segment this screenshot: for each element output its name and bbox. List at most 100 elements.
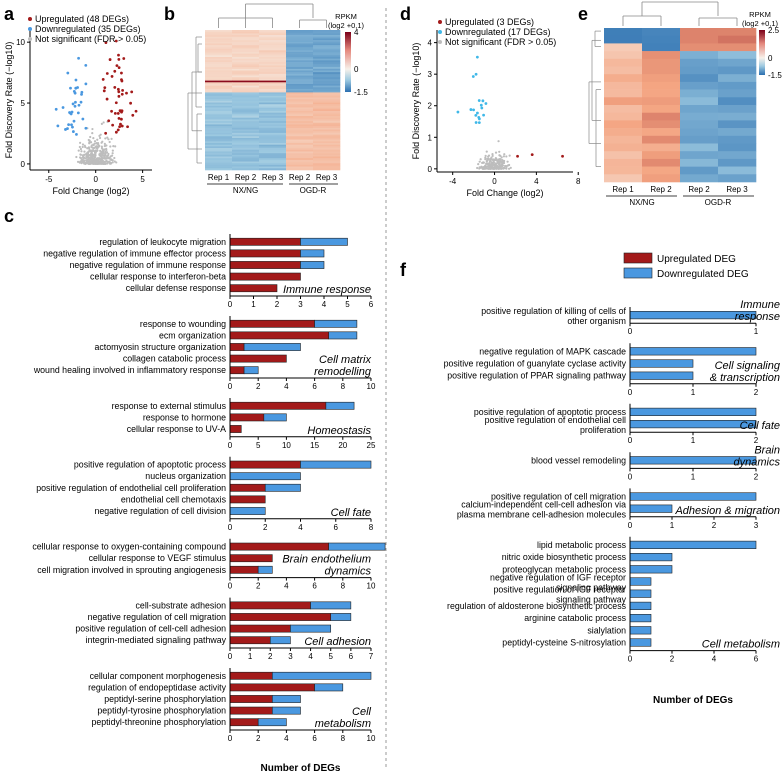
x-tick-label: 0 xyxy=(228,382,233,391)
group-title: Cell xyxy=(352,706,372,718)
heat-cell xyxy=(313,89,341,92)
heat-cell xyxy=(205,46,233,49)
down-point xyxy=(79,100,83,104)
heat-cell xyxy=(286,55,314,58)
heat-cell xyxy=(286,50,314,53)
heat-cell xyxy=(205,136,233,139)
x-tick-label: 5 xyxy=(256,441,261,450)
term-label: collagen catabolic process xyxy=(123,354,227,364)
down-point xyxy=(482,113,485,117)
heat-cell xyxy=(232,148,260,151)
heat-cell xyxy=(642,128,681,137)
heat-cell xyxy=(232,149,260,152)
heat-cell xyxy=(313,122,341,125)
rep-label: Rep 3 xyxy=(726,185,748,194)
heat-cell xyxy=(232,154,260,157)
heat-cell xyxy=(259,41,287,44)
heat-cell xyxy=(259,38,287,41)
panel-letter-e: e xyxy=(578,4,588,24)
ns-point xyxy=(487,162,491,165)
heat-cell xyxy=(286,38,314,41)
heat-cell xyxy=(718,81,757,90)
ns-point xyxy=(89,141,93,144)
ns-point xyxy=(502,155,506,158)
heat-cell xyxy=(205,90,233,93)
legend-label: Upregulated (48 DEGs) xyxy=(35,14,129,24)
ns-point xyxy=(92,155,95,158)
heat-cell xyxy=(313,141,341,144)
heat-cell xyxy=(680,28,719,36)
ns-point xyxy=(76,160,80,163)
heat-cell xyxy=(232,153,260,156)
ns-point xyxy=(87,146,91,149)
term-label: sialylation xyxy=(587,625,626,635)
ns-point xyxy=(499,165,502,169)
heat-cell xyxy=(718,89,757,98)
x-tick-label: 2 xyxy=(256,382,261,391)
term-label: lipid metabolic process xyxy=(537,540,627,550)
term-label: cell migration involved in sprouting ang… xyxy=(37,565,226,575)
heat-cell xyxy=(205,43,233,46)
x-tick-label: 1 xyxy=(248,652,253,661)
bar-down xyxy=(257,718,287,727)
ns-point xyxy=(507,167,511,170)
group-title: Brain xyxy=(754,444,780,456)
ns-point xyxy=(479,158,482,161)
heat-cell xyxy=(680,74,719,83)
heat-cell xyxy=(259,134,287,137)
x-tick-label: 4 xyxy=(534,177,539,186)
heat-cell xyxy=(642,66,681,75)
heat-cell xyxy=(313,126,341,129)
term-label: proliferation xyxy=(580,425,626,435)
ns-point xyxy=(80,150,83,153)
ns-point xyxy=(88,159,91,163)
ns-point xyxy=(91,127,94,131)
heat-cell xyxy=(205,38,233,41)
term-label: blood vessel remodeling xyxy=(531,455,626,465)
bar-up xyxy=(229,331,329,340)
up-point xyxy=(131,113,135,117)
heat-cell xyxy=(232,75,260,78)
ns-point xyxy=(487,158,490,161)
heat-cell xyxy=(718,51,757,60)
heat-cell xyxy=(642,120,681,129)
down-point xyxy=(66,71,70,75)
heat-cell xyxy=(680,112,719,121)
heat-cell xyxy=(604,166,643,175)
heat-cell xyxy=(313,105,341,108)
heat-cell xyxy=(259,65,287,68)
heat-cell xyxy=(259,131,287,134)
ns-point xyxy=(501,164,504,167)
ns-point xyxy=(89,135,92,139)
heat-cell xyxy=(205,70,233,73)
up-point xyxy=(134,109,138,113)
heat-cell xyxy=(232,141,260,144)
ns-point xyxy=(85,154,88,158)
term-label: positive regulation of endothelial cell xyxy=(485,415,626,425)
heat-cell xyxy=(604,43,643,52)
x-tick-label: 0 xyxy=(228,582,233,591)
x-tick-label: 0 xyxy=(628,521,633,530)
legend-label: Upregulated (3 DEGs) xyxy=(445,17,534,27)
heat-cell xyxy=(205,30,233,32)
heat-cell xyxy=(286,107,314,110)
heat-cell xyxy=(286,164,314,167)
bar-down xyxy=(629,589,652,598)
ns-point xyxy=(87,157,91,160)
heat-cell xyxy=(313,110,341,113)
heat-cell xyxy=(313,161,341,164)
heat-cell xyxy=(313,112,341,115)
heat-cell xyxy=(259,99,287,102)
heat-cell xyxy=(286,161,314,164)
x-tick-label: 0 xyxy=(228,652,233,661)
ns-point xyxy=(83,162,86,165)
ns-point xyxy=(103,161,106,165)
group-title: & transcription xyxy=(710,372,780,384)
heat-cell xyxy=(232,99,260,102)
term-label: positive regulation of guanylate cyclase… xyxy=(444,359,627,369)
x-tick-label: 10 xyxy=(282,441,291,450)
heat-cell xyxy=(232,104,260,107)
heat-cell xyxy=(232,63,260,66)
heat-cell xyxy=(259,77,287,80)
heat-cell xyxy=(232,107,260,110)
